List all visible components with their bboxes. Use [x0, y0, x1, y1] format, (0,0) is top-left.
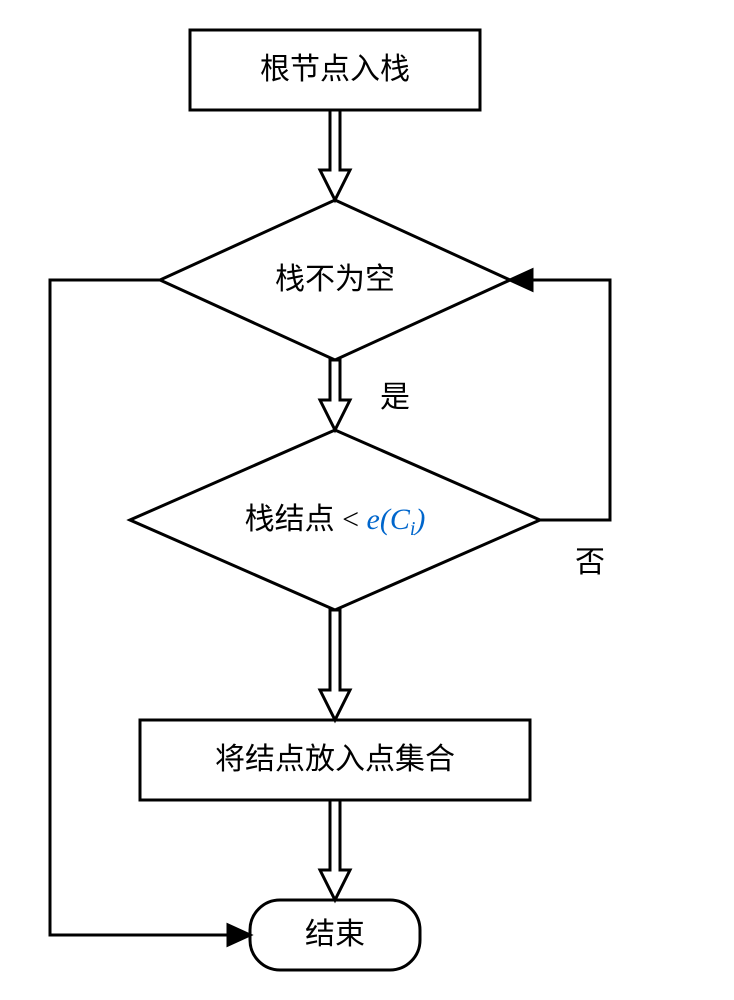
no-label: 否	[575, 546, 605, 579]
start-box-label: 根节点入栈	[260, 53, 410, 86]
decision2-label: 栈结点 < e(Ci)	[245, 503, 426, 540]
end-label: 结束	[305, 918, 365, 951]
action-label: 将结点放入点集合	[215, 743, 455, 776]
decision1-label: 栈不为空	[275, 263, 395, 296]
yes-label: 是	[380, 381, 410, 414]
